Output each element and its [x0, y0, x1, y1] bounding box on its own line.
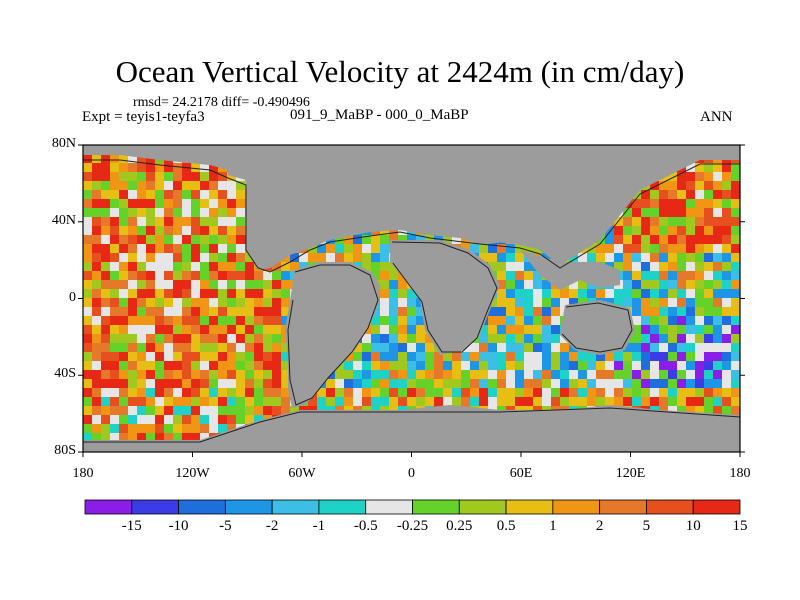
latitude-tick-label: 0	[69, 289, 76, 305]
colorbar	[84, 499, 741, 515]
colorbar-label: 10	[685, 518, 701, 534]
colorbar-label: -1	[312, 518, 326, 534]
colorbar-swatch	[178, 499, 226, 515]
land-mask	[83, 145, 740, 452]
chart-title: Ocean Vertical Velocity at 2424m (in cm/…	[115, 54, 685, 89]
longitude-tick-label: 60W	[288, 466, 316, 481]
longitude-tick-label: 60E	[509, 466, 533, 481]
colorbar-label: 5	[642, 518, 651, 534]
longitude-tick-label: 180	[729, 466, 751, 481]
colorbar-swatch	[365, 499, 413, 515]
colorbar-label: -0.25	[396, 518, 429, 534]
colorbar-label: 1	[549, 518, 557, 534]
colorbar-swatch	[599, 499, 647, 515]
experiment-label: Expt = teyis1-teyfa3	[82, 109, 205, 125]
colorbar-swatch	[131, 499, 179, 515]
season-label: ANN	[700, 109, 733, 125]
coastlines	[83, 159, 740, 443]
longitude-tick-label: 120W	[175, 466, 210, 481]
longitude-tick-label: 120E	[615, 466, 646, 481]
colorbar-swatch	[271, 499, 320, 515]
colorbar-swatch	[552, 499, 601, 515]
latitude-tick-label: 40S	[54, 366, 76, 382]
colorbar-swatch	[692, 499, 741, 515]
colorbar-label: -5	[219, 518, 232, 534]
colorbar-swatch	[318, 499, 367, 515]
colorbar-label: 0.25	[446, 518, 473, 534]
colorbar-swatch	[224, 499, 273, 515]
longitude-tick-label: 0	[408, 466, 415, 481]
colorbar-label: 2	[595, 518, 604, 534]
stats-text: rmsd= 24.2178 diff= -0.490496	[133, 95, 310, 110]
latitude-tick-label: 40N	[51, 212, 76, 228]
colorbar-label: -0.5	[353, 518, 378, 534]
colorbar-swatch	[412, 499, 460, 515]
axis-ticks	[78, 144, 745, 457]
colorbar-label: -15	[121, 518, 142, 534]
latitude-tick-label: 80N	[51, 136, 76, 151]
colorbar-label: 0.5	[496, 518, 516, 534]
colorbar-swatch	[646, 499, 694, 515]
colorbar-label: -10	[168, 518, 189, 534]
latitude-tick-label: 80S	[54, 443, 76, 458]
colorbar-swatch	[458, 499, 507, 515]
period-label: 091_9_MaBP - 000_0_MaBP	[290, 107, 469, 123]
colorbar-label: 15	[732, 518, 748, 534]
colorbar-swatch	[84, 499, 133, 515]
longitude-tick-label: 180	[72, 466, 94, 481]
colorbar-swatch	[505, 499, 554, 515]
colorbar-label: -2	[265, 518, 279, 534]
